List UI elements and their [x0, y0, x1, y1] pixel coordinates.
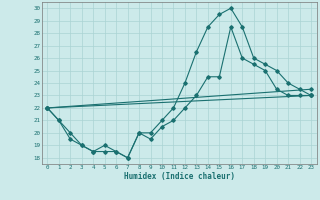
X-axis label: Humidex (Indice chaleur): Humidex (Indice chaleur)	[124, 172, 235, 181]
